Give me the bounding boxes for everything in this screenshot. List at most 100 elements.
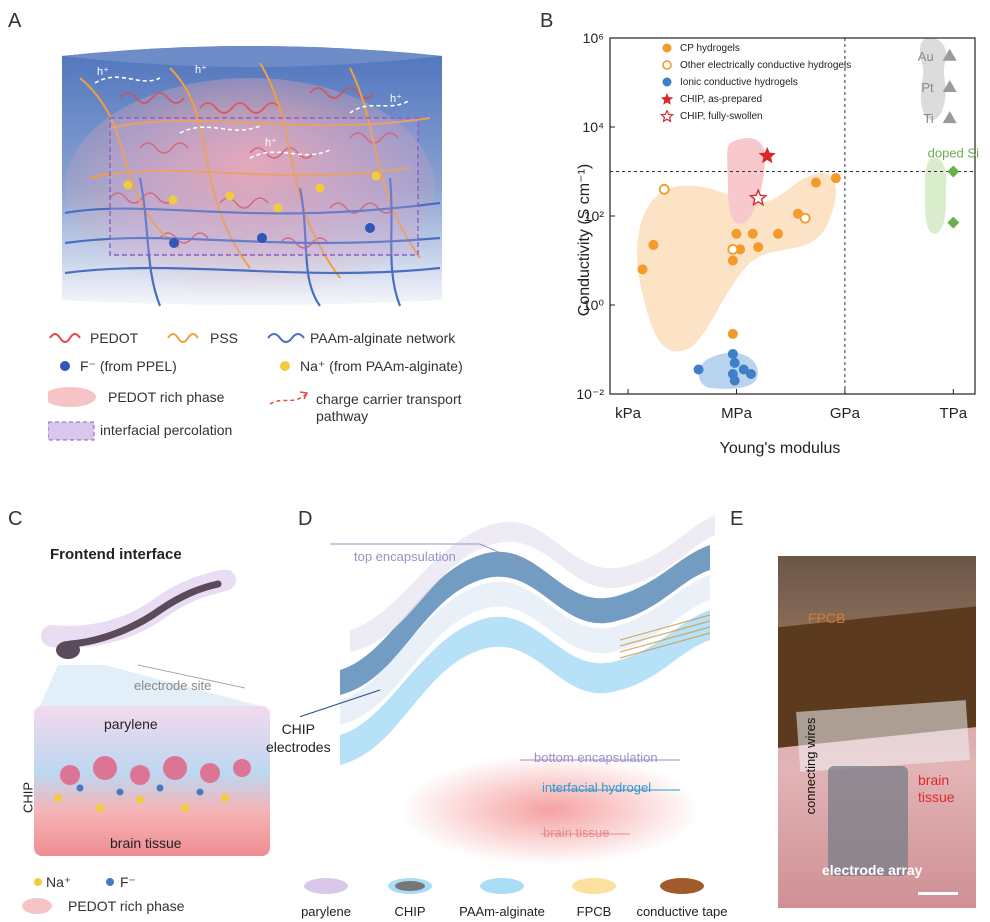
- fluoride-legend-icon: [106, 878, 114, 886]
- chart-legend-item: CHIP, as-prepared: [660, 91, 851, 108]
- brain-tissue-label-d: brain tissue: [543, 825, 610, 840]
- top-encapsulation-label: top encapsulation: [354, 549, 456, 564]
- connecting-wires-label: connecting wires: [803, 717, 818, 815]
- chart-legend-item: Ionic conductive hydrogels: [660, 74, 851, 91]
- y-tick-label: 10⁻²: [576, 386, 604, 402]
- y-tick-label: 10²: [584, 208, 605, 224]
- chip-electrodes-line2: electrodes: [266, 739, 331, 755]
- data-point: [942, 79, 957, 92]
- scale-bar: [918, 892, 958, 895]
- interfacial-hydrogel-layer: [340, 610, 710, 765]
- data-point: [830, 173, 841, 184]
- chip-label-box: CHIP: [18, 770, 38, 830]
- pss-legend-label: PSS: [210, 330, 239, 346]
- parylene-label: parylene: [104, 716, 158, 732]
- network-legend-icon: [267, 333, 305, 343]
- legend-marker-icon: [659, 109, 675, 124]
- pedot-rich-clusters: [60, 756, 251, 785]
- chip-label: CHIP: [20, 781, 36, 814]
- legend-marker-icon: [662, 77, 672, 87]
- brain-tissue-glow: [400, 755, 700, 865]
- brain-tissue-line2: tissue: [918, 789, 955, 805]
- rich-phase-legend-label: PEDOT rich phase: [108, 389, 225, 405]
- panel-c-title: Frontend interface: [50, 546, 182, 563]
- fluoride-legend-icon: [60, 361, 70, 371]
- sodium-ions: [54, 794, 229, 812]
- data-point: [658, 183, 670, 195]
- electrode-array-patch: [828, 766, 908, 876]
- ionic-region: [698, 352, 758, 389]
- chip-electrodes-layer: [340, 545, 710, 695]
- rich-phase-legend-label: PEDOT rich phase: [68, 898, 185, 914]
- panel-a-legend: [48, 333, 309, 441]
- x-tick-label: kPa: [615, 405, 642, 422]
- data-point: [745, 368, 756, 379]
- chart-legend: CP hydrogels Other electrically conductiv…: [659, 40, 851, 125]
- chip-electrodes-leader: [300, 689, 381, 718]
- data-point: [747, 228, 758, 239]
- chart-ylabel: Conductivity (S cm⁻¹): [576, 163, 593, 317]
- conductive-tape-legend-label: conductive tape: [636, 904, 728, 919]
- y-tick-label: 10⁰: [583, 297, 605, 313]
- data-point: [727, 243, 739, 255]
- fluoride-ions: [76, 784, 204, 796]
- paam-alginate-swatch: [480, 878, 524, 894]
- chart-legend-item: Other electrically conductive hydrogels: [660, 57, 851, 74]
- fluoride-legend-label: F⁻: [120, 874, 136, 890]
- y-tick-label: 10⁴: [582, 119, 604, 135]
- x-tick-label: GPa: [830, 405, 861, 422]
- pss-chains: [79, 62, 431, 279]
- parylene-legend-label: parylene: [301, 904, 351, 919]
- metal-label: Au: [918, 49, 934, 64]
- electrode-site-label: electrode site: [134, 678, 212, 693]
- implant-photo: FPCB connecting wires brain tissue elect…: [778, 556, 976, 908]
- paam-alginate-legend-label: PAAm-alginate: [459, 904, 545, 919]
- transport-legend-line2: pathway: [316, 408, 369, 424]
- panel-d-letter: D: [298, 508, 313, 530]
- data-point: [729, 375, 740, 386]
- hole-label: h⁺: [195, 64, 207, 76]
- transport-legend-icon: [269, 393, 307, 405]
- brain-tissue-label: brain tissue: [110, 835, 182, 851]
- fluoride-legend-label: F⁻ (from PPEL): [80, 358, 177, 374]
- fpcb-label: FPCB: [808, 610, 846, 626]
- data-point: [727, 328, 738, 339]
- legend-marker-icon: [660, 93, 674, 106]
- panel-e-letter: E: [730, 508, 744, 530]
- brain-tissue-line1: brain: [918, 772, 950, 788]
- data-point: [693, 364, 704, 375]
- chip-electrodes-line1: CHIP: [281, 721, 316, 737]
- chart-xlabel: Young's modulus: [719, 440, 841, 457]
- metal-label: Ti: [923, 111, 933, 126]
- bottom-encapsulation-label: bottom encapsulation: [534, 750, 658, 765]
- bottom-encapsulation-layer: [340, 575, 710, 725]
- hole-label: h⁺: [390, 93, 402, 105]
- data-point: [738, 364, 749, 375]
- probe-trace: [66, 580, 222, 648]
- pedot-legend-label: PEDOT: [90, 330, 139, 346]
- chart-legend-label: CHIP, fully-swollen: [680, 111, 763, 122]
- transport-legend-label: charge carrier transport pathway: [316, 391, 462, 425]
- network-legend-label: PAAm-alginate network: [310, 330, 456, 346]
- data-point: [748, 188, 768, 207]
- top-encapsulation-layer: [350, 515, 715, 652]
- chart-ylabel-box: Conductivity (S cm⁻¹): [574, 140, 594, 340]
- sodium-legend-icon: [34, 878, 42, 886]
- fpcb-legend-label: FPCB: [576, 904, 612, 919]
- doped-si-region: [924, 157, 947, 234]
- data-point: [637, 264, 648, 275]
- data-point: [810, 177, 821, 188]
- fluoride-ions: [169, 223, 375, 248]
- panel-d-illustration: [300, 515, 715, 865]
- panel-c-letter: C: [8, 508, 23, 530]
- fpcb-swatch: [572, 878, 616, 894]
- rich-phase-legend-icon: [48, 387, 96, 407]
- panel-c-illustration: [34, 570, 270, 886]
- sodium-legend-label: Na⁺: [46, 874, 72, 890]
- chip-legend-label: CHIP: [394, 904, 426, 919]
- legend-marker-icon: [662, 60, 672, 71]
- data-point: [753, 242, 764, 253]
- data-point: [729, 357, 740, 368]
- conductivity-chart: 10⁻² 10⁰ 10² 10⁴ 10⁶ kPa MPa GPa TPa Au Pt Ti doped…: [576, 30, 979, 422]
- panel-a-letter: A: [8, 10, 22, 32]
